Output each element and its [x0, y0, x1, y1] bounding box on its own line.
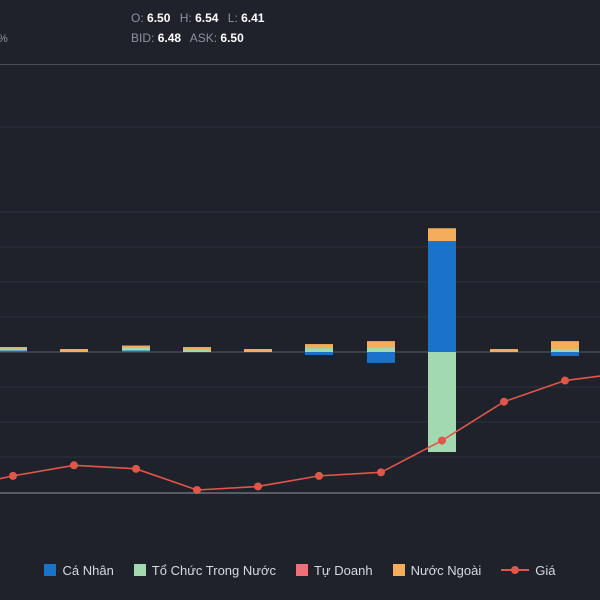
high-value: 6.54 [195, 11, 219, 25]
legend-label-tu-doanh: Tự Doanh [313, 562, 373, 578]
bar-nuoc-ngoai-5 [244, 349, 272, 352]
bar-nuoc-ngoai-10 [551, 341, 579, 350]
legend-label-ca-nhan: Cá Nhân [62, 562, 114, 578]
bid-ask-row: BID: 6.48 ASK: 6.50 [131, 31, 250, 45]
open-value: 6.50 [147, 11, 171, 25]
high-label: H: [179, 11, 192, 25]
legend-item-ca-nhan[interactable]: Cá Nhân [44, 562, 114, 578]
price-point-10 [561, 376, 569, 385]
bid-label: BID: [131, 31, 155, 45]
legend-item-nuoc-ngoai[interactable]: Nước Ngoài [392, 562, 482, 578]
bar-ca-nhan-3 [122, 350, 150, 352]
price-point-9 [500, 397, 508, 406]
price-point-2 [70, 461, 78, 470]
legend-swatch-tu-doanh [295, 564, 308, 576]
open-label: O: [131, 11, 144, 25]
bar-nuoc-ngoai-6 [305, 344, 333, 349]
legend-swatch-nuoc-ngoai [392, 564, 405, 576]
bar-nuoc-ngoai-7 [367, 341, 395, 348]
bar-nuoc-ngoai-3 [122, 345, 150, 348]
ask-value: 6.50 [220, 31, 244, 45]
ask-label: ASK: [189, 31, 218, 45]
bar-to-chuc-3 [122, 347, 150, 351]
legend-label-nuoc-ngoai: Nước Ngoài [410, 562, 482, 578]
legend-label-to-chuc: Tổ Chức Trong Nước [151, 562, 276, 578]
header-divider [0, 64, 600, 65]
price-line [0, 375, 600, 491]
bar-to-chuc-6 [305, 348, 333, 352]
legend-item-tu-doanh[interactable]: Tự Doanh [295, 562, 373, 578]
ohl-row: O: 6.50 H: 6.54 L: 6.41 [131, 11, 270, 25]
bar-nuoc-ngoai-9 [490, 349, 518, 352]
low-value: 6.41 [241, 11, 265, 25]
bar-to-chuc-7 [367, 347, 395, 352]
legend-item-gia[interactable]: Giá [501, 562, 556, 578]
bar-nuoc-ngoai-8 [428, 228, 456, 242]
legend-item-to-chuc[interactable]: Tổ Chức Trong Nước [133, 562, 276, 578]
legend-swatch-ca-nhan [44, 564, 57, 576]
investor-flow-chart [0, 126, 600, 494]
legend-swatch-to-chuc [133, 564, 146, 576]
bar-nuoc-ngoai-4 [183, 347, 211, 351]
price-point-7 [377, 468, 385, 477]
bar-ca-nhan-8 [428, 241, 456, 352]
price-point-4 [193, 486, 201, 494]
bar-ca-nhan-6 [305, 352, 333, 355]
quote-header: % O: 6.50 H: 6.54 L: 6.41 BID: 6.48 ASK:… [0, 0, 600, 64]
price-point-3 [132, 464, 140, 473]
bar-to-chuc-10 [551, 349, 579, 352]
change-percent: % [0, 33, 8, 45]
price-point-6 [315, 471, 323, 480]
price-point-5 [254, 482, 262, 491]
bar-nuoc-ngoai-1 [0, 347, 27, 349]
low-label: L: [227, 11, 238, 25]
legend-label-gia: Giá [535, 562, 556, 578]
bid-value: 6.48 [157, 31, 182, 45]
price-point-8 [438, 436, 446, 445]
bar-ca-nhan-1 [0, 350, 27, 352]
bar-nuoc-ngoai-2 [60, 349, 88, 352]
price-point-1 [9, 471, 17, 480]
bar-ca-nhan-7 [367, 352, 395, 363]
bar-to-chuc-1 [0, 348, 27, 351]
chart-legend: Cá Nhân Tổ Chức Trong Nước Tự Doanh Nước… [0, 561, 600, 579]
legend-swatch-gia [501, 564, 530, 576]
bar-to-chuc-4 [183, 350, 211, 352]
bar-ca-nhan-10 [551, 352, 579, 356]
